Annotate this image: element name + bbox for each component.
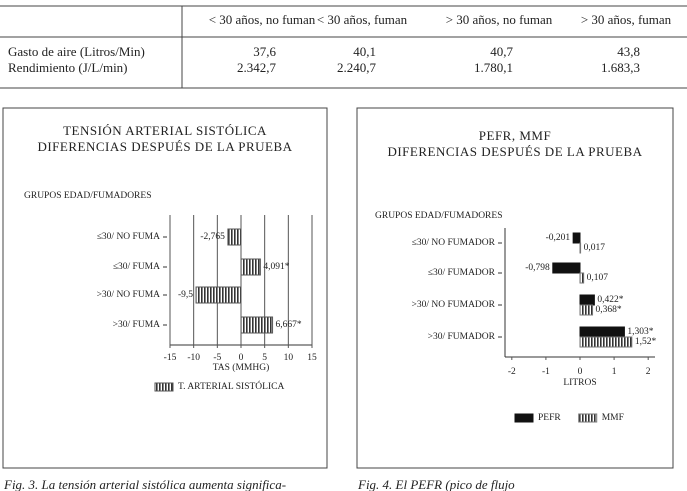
chart-title: TENSIÓN ARTERIAL SISTÓLICA: [63, 123, 267, 138]
column-header: > 30 años, no fuman: [446, 12, 553, 27]
x-tick-label: 0: [239, 353, 244, 363]
y-tick-label: ≤30/ FUMADOR: [428, 268, 496, 278]
x-axis-label: LITROS: [563, 378, 596, 388]
x-tick-label: 0: [578, 367, 583, 377]
x-tick-label: 10: [284, 353, 294, 363]
cell: 2.342,7: [237, 60, 277, 75]
value-label: 1,303*: [627, 327, 653, 337]
cell: 1.780,1: [474, 60, 513, 75]
caption: Fig. 4. El PEFR (pico de flujo: [357, 477, 515, 491]
bar: [579, 272, 585, 284]
table: [0, 5, 687, 89]
value-label: -0,201: [546, 233, 571, 243]
value-label: 0,107: [587, 273, 609, 283]
x-tick-label: -2: [508, 367, 516, 377]
cell: 37,6: [253, 44, 276, 59]
bar: [579, 326, 625, 338]
value-label: 0,368*: [596, 305, 622, 315]
cell: 40,7: [490, 44, 513, 59]
legend-swatch: [154, 382, 174, 392]
y-axis-label: GRUPOS EDAD/FUMADORES: [24, 191, 151, 201]
value-label: -2,765: [200, 232, 225, 242]
x-tick-label: -10: [187, 353, 200, 363]
value-label: -0,798: [525, 263, 550, 273]
bar: [240, 316, 274, 334]
y-tick-label: >30/ FUMA: [113, 320, 160, 330]
bar: [552, 262, 581, 274]
bar: [195, 286, 242, 304]
bar: [572, 232, 581, 244]
bar: [227, 228, 242, 246]
cell: 43,8: [617, 44, 640, 59]
cell: 2.240,7: [337, 60, 377, 75]
cell: 40,1: [353, 44, 376, 59]
y-tick-label: ≤30/ NO FUMADOR: [412, 238, 496, 248]
legend-label: T. ARTERIAL SISTÓLICA: [178, 380, 284, 392]
bar: [579, 242, 582, 254]
column-header: < 30 años, fuman: [317, 12, 408, 27]
value-label: 1,52*: [635, 337, 657, 347]
chart-subtitle: DIFERENCIAS DESPUÉS DE LA PRUEBA: [387, 144, 642, 159]
bar: [579, 294, 595, 306]
y-tick-label: >30/ NO FUMADOR: [412, 300, 496, 310]
legend-label: MMF: [602, 413, 624, 423]
chart-title: PEFR, MMF: [479, 128, 551, 143]
chart-frame: [356, 107, 674, 469]
row-label: Gasto de aire (Litros/Min): [8, 44, 145, 59]
y-tick-label: ≤30/ FUMA: [113, 262, 160, 272]
x-axis-label: TAS (MMHG): [213, 362, 270, 373]
y-tick-label: ≤30/ NO FUMA: [97, 232, 160, 242]
bar: [240, 258, 261, 276]
chart-frame: [2, 107, 328, 469]
x-tick-label: 2: [646, 367, 651, 377]
chart-subtitle: DIFERENCIAS DESPUÉS DE LA PRUEBA: [37, 139, 292, 154]
y-tick-label: >30/ NO FUMA: [97, 290, 161, 300]
value-label: 0,017: [584, 243, 606, 253]
x-tick-label: -15: [164, 353, 177, 363]
bar: [579, 336, 633, 348]
column-header: < 30 años, no fuman: [209, 12, 316, 27]
value-label: 0,422*: [597, 295, 623, 305]
legend-label: PEFR: [538, 413, 561, 423]
value-label: 6,667*: [276, 320, 302, 330]
y-axis-label: GRUPOS EDAD/FUMADORES: [375, 211, 502, 221]
caption: Fig. 3. La tensión arterial sistólica au…: [3, 477, 286, 491]
column-header: > 30 años, fuman: [581, 12, 672, 27]
x-tick-label: -5: [213, 353, 221, 363]
value-label: 4,091*: [263, 262, 289, 272]
x-tick-label: 1: [612, 367, 617, 377]
value-label: -9,5: [178, 290, 193, 300]
row-label: Rendimiento (J/L/min): [8, 60, 128, 75]
y-tick-label: >30/ FUMADOR: [428, 332, 496, 342]
x-tick-label: 15: [307, 353, 317, 363]
x-tick-label: 5: [262, 353, 267, 363]
legend-swatch: [514, 413, 534, 423]
bar: [579, 304, 594, 316]
legend-swatch: [578, 413, 598, 423]
cell: 1.683,3: [601, 60, 640, 75]
x-tick-label: -1: [542, 367, 550, 377]
